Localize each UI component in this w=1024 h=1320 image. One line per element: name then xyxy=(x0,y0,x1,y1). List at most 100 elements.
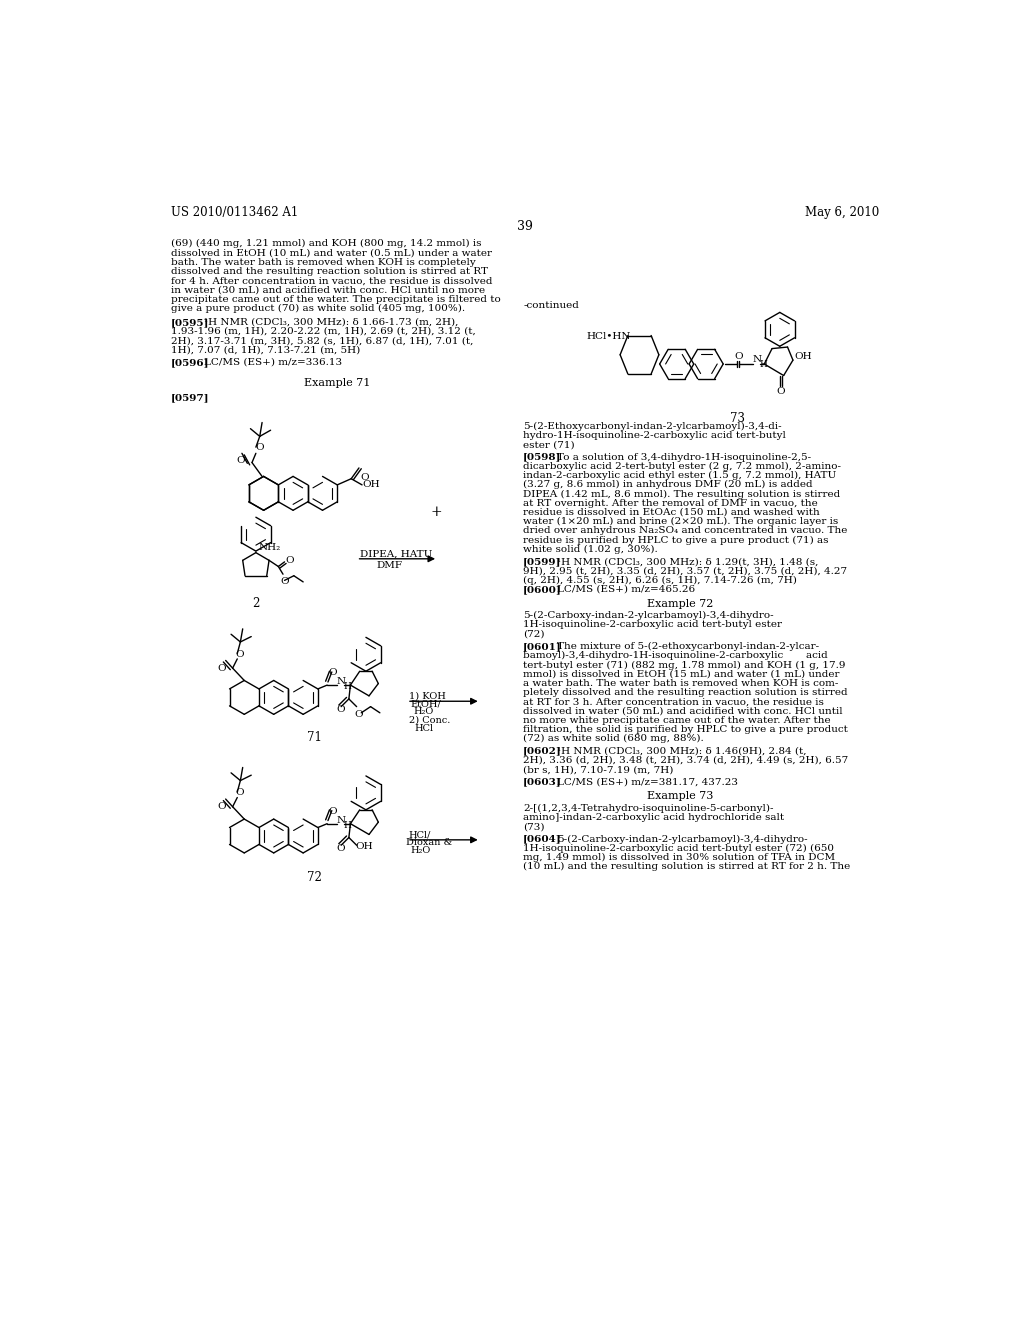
Text: (br s, 1H), 7.10-7.19 (m, 7H): (br s, 1H), 7.10-7.19 (m, 7H) xyxy=(523,766,674,774)
Text: [0600]: [0600] xyxy=(523,585,562,594)
Text: LC/MS (ES+) m/z=336.13: LC/MS (ES+) m/z=336.13 xyxy=(204,358,342,367)
Text: at RT for 3 h. After concentration in vacuo, the residue is: at RT for 3 h. After concentration in va… xyxy=(523,697,824,706)
Text: residue is dissolved in EtOAc (150 mL) and washed with: residue is dissolved in EtOAc (150 mL) a… xyxy=(523,508,820,517)
Text: Dioxan &: Dioxan & xyxy=(407,838,453,847)
Text: O: O xyxy=(354,710,362,718)
Text: [0597]: [0597] xyxy=(171,393,209,403)
Text: DMF: DMF xyxy=(376,561,402,570)
Text: no more white precipitate came out of the water. After the: no more white precipitate came out of th… xyxy=(523,715,830,725)
Text: white solid (1.02 g, 30%).: white solid (1.02 g, 30%). xyxy=(523,545,658,554)
Text: 5-(2-Carboxy-indan-2-ylcarbamoyl)-3,4-dihydro-: 5-(2-Carboxy-indan-2-ylcarbamoyl)-3,4-di… xyxy=(557,834,807,843)
Text: O: O xyxy=(360,473,369,482)
Text: precipitate came out of the water. The precipitate is filtered to: precipitate came out of the water. The p… xyxy=(171,294,501,304)
Text: O: O xyxy=(237,457,245,466)
Text: DIPEA (1.42 mL, 8.6 mmol). The resulting solution is stirred: DIPEA (1.42 mL, 8.6 mmol). The resulting… xyxy=(523,490,841,499)
Text: (72) as white solid (680 mg, 88%).: (72) as white solid (680 mg, 88%). xyxy=(523,734,705,743)
Text: Example 71: Example 71 xyxy=(304,378,371,388)
Text: for 4 h. After concentration in vacuo, the residue is dissolved: for 4 h. After concentration in vacuo, t… xyxy=(171,276,493,285)
Text: Example 73: Example 73 xyxy=(646,792,713,801)
Text: LC/MS (ES+) m/z=465.26: LC/MS (ES+) m/z=465.26 xyxy=(557,585,694,594)
Text: EtOH/: EtOH/ xyxy=(411,700,441,709)
Text: 1.93-1.96 (m, 1H), 2.20-2.22 (m, 1H), 2.69 (t, 2H), 3.12 (t,: 1.93-1.96 (m, 1H), 2.20-2.22 (m, 1H), 2.… xyxy=(171,327,475,337)
Text: HCl: HCl xyxy=(414,723,433,733)
Text: OH: OH xyxy=(795,352,812,362)
Text: ¹H NMR (CDCl₃, 300 MHz): δ 1.46(9H), 2.84 (t,: ¹H NMR (CDCl₃, 300 MHz): δ 1.46(9H), 2.8… xyxy=(557,747,806,755)
Text: dissolved in EtOH (10 mL) and water (0.5 mL) under a water: dissolved in EtOH (10 mL) and water (0.5… xyxy=(171,248,492,257)
Text: H: H xyxy=(760,360,768,370)
Text: 1H), 7.07 (d, 1H), 7.13-7.21 (m, 5H): 1H), 7.07 (d, 1H), 7.13-7.21 (m, 5H) xyxy=(171,346,359,355)
Text: OH: OH xyxy=(362,480,380,490)
Text: bath. The water bath is removed when KOH is completely: bath. The water bath is removed when KOH… xyxy=(171,257,475,267)
Text: pletely dissolved and the resulting reaction solution is stirred: pletely dissolved and the resulting reac… xyxy=(523,688,848,697)
Text: give a pure product (70) as white solid (405 mg, 100%).: give a pure product (70) as white solid … xyxy=(171,304,465,313)
Text: water (1×20 mL) and brine (2×20 mL). The organic layer is: water (1×20 mL) and brine (2×20 mL). The… xyxy=(523,517,839,527)
Text: O: O xyxy=(337,843,345,853)
Text: mmol) is dissolved in EtOH (15 mL) and water (1 mL) under: mmol) is dissolved in EtOH (15 mL) and w… xyxy=(523,669,840,678)
Text: 1H-isoquinoline-2-carboxylic acid tert-butyl ester (72) (650: 1H-isoquinoline-2-carboxylic acid tert-b… xyxy=(523,843,835,853)
Text: O: O xyxy=(255,444,264,453)
Text: N: N xyxy=(337,816,346,825)
Text: 2H), 3.36 (d, 2H), 3.48 (t, 2H), 3.74 (d, 2H), 4.49 (s, 2H), 6.57: 2H), 3.36 (d, 2H), 3.48 (t, 2H), 3.74 (d… xyxy=(523,756,849,764)
Text: 2H), 3.17-3.71 (m, 3H), 5.82 (s, 1H), 6.87 (d, 1H), 7.01 (t,: 2H), 3.17-3.71 (m, 3H), 5.82 (s, 1H), 6.… xyxy=(171,337,473,346)
Text: -continued: -continued xyxy=(523,301,580,310)
Text: 5-(2-Carboxy-indan-2-ylcarbamoyl)-3,4-dihydro-: 5-(2-Carboxy-indan-2-ylcarbamoyl)-3,4-di… xyxy=(523,611,774,620)
Text: O: O xyxy=(286,557,294,565)
Text: +: + xyxy=(430,506,442,519)
Text: 2: 2 xyxy=(252,597,259,610)
Text: (q, 2H), 4.55 (s, 2H), 6.26 (s, 1H), 7.14-7.26 (m, 7H): (q, 2H), 4.55 (s, 2H), 6.26 (s, 1H), 7.1… xyxy=(523,576,797,585)
Text: [0603]: [0603] xyxy=(523,777,562,787)
Text: 73: 73 xyxy=(730,412,744,425)
Text: tert-butyl ester (71) (882 mg, 1.78 mmol) and KOH (1 g, 17.9: tert-butyl ester (71) (882 mg, 1.78 mmol… xyxy=(523,660,846,669)
Text: May 6, 2010: May 6, 2010 xyxy=(805,206,879,219)
Text: (10 mL) and the resulting solution is stirred at RT for 2 h. The: (10 mL) and the resulting solution is st… xyxy=(523,862,851,871)
Text: N: N xyxy=(337,677,346,686)
Text: hydro-1H-isoquinoline-2-carboxylic acid tert-butyl: hydro-1H-isoquinoline-2-carboxylic acid … xyxy=(523,430,786,440)
Text: (73): (73) xyxy=(523,822,545,832)
Text: (3.27 g, 8.6 mmol) in anhydrous DMF (20 mL) is added: (3.27 g, 8.6 mmol) in anhydrous DMF (20 … xyxy=(523,480,813,490)
Text: in water (30 mL) and acidified with conc. HCl until no more: in water (30 mL) and acidified with conc… xyxy=(171,285,484,294)
Text: [0595]: [0595] xyxy=(171,318,209,327)
Text: 5-(2-Ethoxycarbonyl-indan-2-ylcarbamoyl)-3,4-di-: 5-(2-Ethoxycarbonyl-indan-2-ylcarbamoyl)… xyxy=(523,422,782,430)
Text: HCl•HN: HCl•HN xyxy=(587,331,632,341)
Text: 1) KOH: 1) KOH xyxy=(409,692,445,701)
Text: H₂O: H₂O xyxy=(414,708,433,717)
Text: O: O xyxy=(280,577,289,586)
Text: mg, 1.49 mmol) is dissolved in 30% solution of TFA in DCM: mg, 1.49 mmol) is dissolved in 30% solut… xyxy=(523,853,836,862)
Text: Example 72: Example 72 xyxy=(646,599,713,609)
Text: a water bath. The water bath is removed when KOH is com-: a water bath. The water bath is removed … xyxy=(523,678,839,688)
Text: 71: 71 xyxy=(306,730,322,743)
Text: [0596]: [0596] xyxy=(171,358,209,367)
Text: O: O xyxy=(217,803,225,810)
Text: [0598]: [0598] xyxy=(523,453,561,462)
Text: dicarboxylic acid 2-tert-butyl ester (2 g, 7.2 mmol), 2-amino-: dicarboxylic acid 2-tert-butyl ester (2 … xyxy=(523,462,842,471)
Text: residue is purified by HPLC to give a pure product (71) as: residue is purified by HPLC to give a pu… xyxy=(523,536,828,545)
Text: O: O xyxy=(735,352,743,362)
Text: ester (71): ester (71) xyxy=(523,441,574,449)
Text: 72: 72 xyxy=(306,871,322,883)
Text: O: O xyxy=(217,664,225,672)
Text: The mixture of 5-(2-ethoxycarbonyl-indan-2-ylcar-: The mixture of 5-(2-ethoxycarbonyl-indan… xyxy=(557,642,819,651)
Text: [0604]: [0604] xyxy=(523,834,562,843)
Text: US 2010/0113462 A1: US 2010/0113462 A1 xyxy=(171,206,298,219)
Text: (69) (440 mg, 1.21 mmol) and KOH (800 mg, 14.2 mmol) is: (69) (440 mg, 1.21 mmol) and KOH (800 mg… xyxy=(171,239,481,248)
Text: 2-[(1,2,3,4-Tetrahydro-isoquinoline-5-carbonyl)-: 2-[(1,2,3,4-Tetrahydro-isoquinoline-5-ca… xyxy=(523,804,774,813)
Text: OH: OH xyxy=(355,842,373,851)
Text: O: O xyxy=(329,807,337,816)
Text: O: O xyxy=(776,387,784,396)
Text: O: O xyxy=(329,668,337,677)
Text: dissolved in water (50 mL) and acidified with conc. HCl until: dissolved in water (50 mL) and acidified… xyxy=(523,706,843,715)
Text: O: O xyxy=(236,649,245,659)
Text: NH₂: NH₂ xyxy=(258,544,281,552)
Text: bamoyl)-3,4-dihydro-1H-isoquinoline-2-carboxylic       acid: bamoyl)-3,4-dihydro-1H-isoquinoline-2-ca… xyxy=(523,651,828,660)
Text: [0602]: [0602] xyxy=(523,747,562,755)
Text: dissolved and the resulting reaction solution is stirred at RT: dissolved and the resulting reaction sol… xyxy=(171,267,487,276)
Text: (72): (72) xyxy=(523,630,545,639)
Text: H: H xyxy=(343,821,351,829)
Text: DIPEA, HATU: DIPEA, HATU xyxy=(360,549,433,558)
Text: ¹H NMR (CDCl₃, 300 MHz): δ 1.29(t, 3H), 1.48 (s,: ¹H NMR (CDCl₃, 300 MHz): δ 1.29(t, 3H), … xyxy=(557,557,818,566)
Text: [0601]: [0601] xyxy=(523,642,562,651)
Text: H: H xyxy=(343,682,351,690)
Text: 9H), 2.95 (t, 2H), 3.35 (d, 2H), 3.57 (t, 2H), 3.75 (d, 2H), 4.27: 9H), 2.95 (t, 2H), 3.35 (d, 2H), 3.57 (t… xyxy=(523,566,848,576)
Text: 1H-isoquinoline-2-carboxylic acid tert-butyl ester: 1H-isoquinoline-2-carboxylic acid tert-b… xyxy=(523,620,782,630)
Text: O: O xyxy=(236,788,245,797)
